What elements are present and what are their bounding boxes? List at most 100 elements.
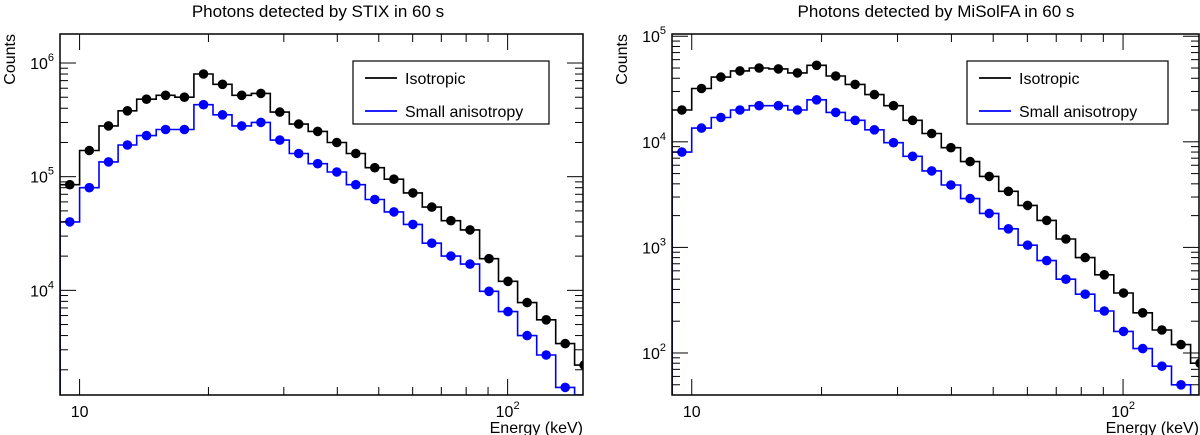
data-point bbox=[696, 123, 707, 133]
legend: Isotropic Small anisotropy bbox=[352, 60, 550, 125]
data-point bbox=[716, 112, 726, 123]
x-tick-label: 102 bbox=[496, 400, 520, 421]
data-point bbox=[888, 137, 899, 148]
data-point bbox=[408, 219, 418, 230]
y-tick-label: 102 bbox=[642, 342, 666, 363]
data-point bbox=[503, 306, 513, 317]
data-point bbox=[312, 158, 323, 169]
data-point bbox=[122, 106, 133, 116]
data-point bbox=[1118, 288, 1129, 298]
data-point bbox=[236, 121, 247, 131]
data-point bbox=[1061, 274, 1071, 285]
data-point bbox=[141, 94, 152, 104]
x-tick-label: 10 bbox=[71, 404, 89, 421]
data-point bbox=[926, 128, 937, 139]
data-point bbox=[465, 225, 475, 235]
y-axis-label: Counts bbox=[614, 34, 631, 85]
data-point bbox=[754, 100, 764, 111]
data-point bbox=[811, 60, 822, 71]
y-tick-label: 105 bbox=[30, 166, 54, 187]
chart-panel-2: Photons detected by MiSolFA in 60 s10210… bbox=[614, 2, 1200, 435]
series-step-line bbox=[672, 99, 1199, 395]
data-point bbox=[160, 90, 171, 101]
data-point bbox=[792, 105, 803, 115]
data-point bbox=[1041, 255, 1052, 266]
data-point bbox=[1022, 200, 1033, 211]
y-tick-label: 104 bbox=[30, 279, 54, 300]
data-point bbox=[946, 180, 956, 190]
chart-title: Photons detected by MiSolFA in 60 s bbox=[798, 2, 1075, 21]
data-point bbox=[830, 107, 841, 118]
data-point bbox=[293, 148, 304, 159]
series-small-anisotropy bbox=[672, 95, 1199, 395]
data-point bbox=[370, 194, 380, 205]
data-point bbox=[1137, 308, 1148, 318]
data-point bbox=[160, 124, 171, 135]
data-point bbox=[560, 338, 570, 349]
data-point bbox=[1099, 306, 1110, 316]
data-point bbox=[1157, 325, 1167, 335]
data-point bbox=[275, 107, 285, 117]
data-point bbox=[850, 79, 860, 90]
x-axis: 10 102 bbox=[671, 34, 1135, 421]
data-point bbox=[446, 215, 456, 226]
data-point bbox=[735, 105, 745, 115]
data-point bbox=[869, 125, 880, 135]
chart-title: Photons detected by STIX in 60 s bbox=[192, 2, 444, 21]
data-point bbox=[141, 130, 152, 141]
data-point bbox=[446, 251, 456, 261]
series-isotropic bbox=[672, 60, 1199, 395]
data-point bbox=[1080, 252, 1090, 263]
data-point bbox=[773, 100, 784, 111]
data-point bbox=[1080, 289, 1090, 300]
y-axis: 104 105 106 bbox=[30, 52, 583, 371]
data-point bbox=[198, 69, 209, 79]
data-point bbox=[1176, 380, 1186, 390]
legend-label: Small anisotropy bbox=[1019, 104, 1137, 121]
data-point bbox=[1061, 234, 1071, 244]
data-point bbox=[696, 83, 707, 94]
data-point bbox=[965, 193, 975, 204]
x-axis-label: Energy (keV) bbox=[490, 420, 583, 435]
data-point bbox=[984, 208, 994, 219]
x-axis: 10 102 bbox=[59, 34, 520, 421]
data-point bbox=[677, 147, 687, 157]
data-point bbox=[560, 382, 570, 393]
data-point bbox=[84, 145, 95, 156]
x-axis-label: Energy (keV) bbox=[1106, 420, 1199, 435]
data-point bbox=[179, 92, 190, 102]
data-point bbox=[332, 167, 342, 177]
data-point bbox=[351, 179, 361, 190]
legend-box bbox=[966, 60, 1169, 125]
legend-label: Isotropic bbox=[1019, 71, 1079, 88]
data-point bbox=[503, 276, 513, 287]
data-point bbox=[830, 71, 841, 81]
data-point bbox=[389, 174, 399, 184]
data-point bbox=[1041, 215, 1052, 226]
data-point bbox=[1137, 343, 1148, 354]
data-point bbox=[984, 171, 994, 182]
data-point bbox=[1022, 240, 1033, 250]
data-point bbox=[312, 126, 323, 137]
data-point bbox=[275, 135, 285, 145]
data-point bbox=[1157, 361, 1167, 372]
data-point bbox=[65, 217, 75, 227]
data-point bbox=[217, 110, 228, 120]
series-isotropic bbox=[60, 69, 583, 395]
y-tick-label: 105 bbox=[642, 25, 666, 46]
data-point bbox=[236, 90, 247, 101]
data-point bbox=[792, 68, 803, 78]
data-point bbox=[389, 207, 399, 217]
data-point bbox=[256, 117, 266, 128]
y-tick-label: 104 bbox=[642, 131, 666, 152]
data-point bbox=[677, 105, 687, 115]
data-point bbox=[484, 253, 494, 264]
data-point bbox=[850, 115, 860, 126]
data-point bbox=[716, 72, 726, 82]
series-small-anisotropy bbox=[60, 99, 583, 395]
data-point bbox=[1176, 339, 1186, 350]
chart-panel-1: Photons detected by STIX in 60 s10410510… bbox=[2, 2, 584, 435]
legend-label: Isotropic bbox=[405, 71, 465, 88]
data-point bbox=[122, 140, 133, 150]
data-point bbox=[408, 188, 418, 198]
